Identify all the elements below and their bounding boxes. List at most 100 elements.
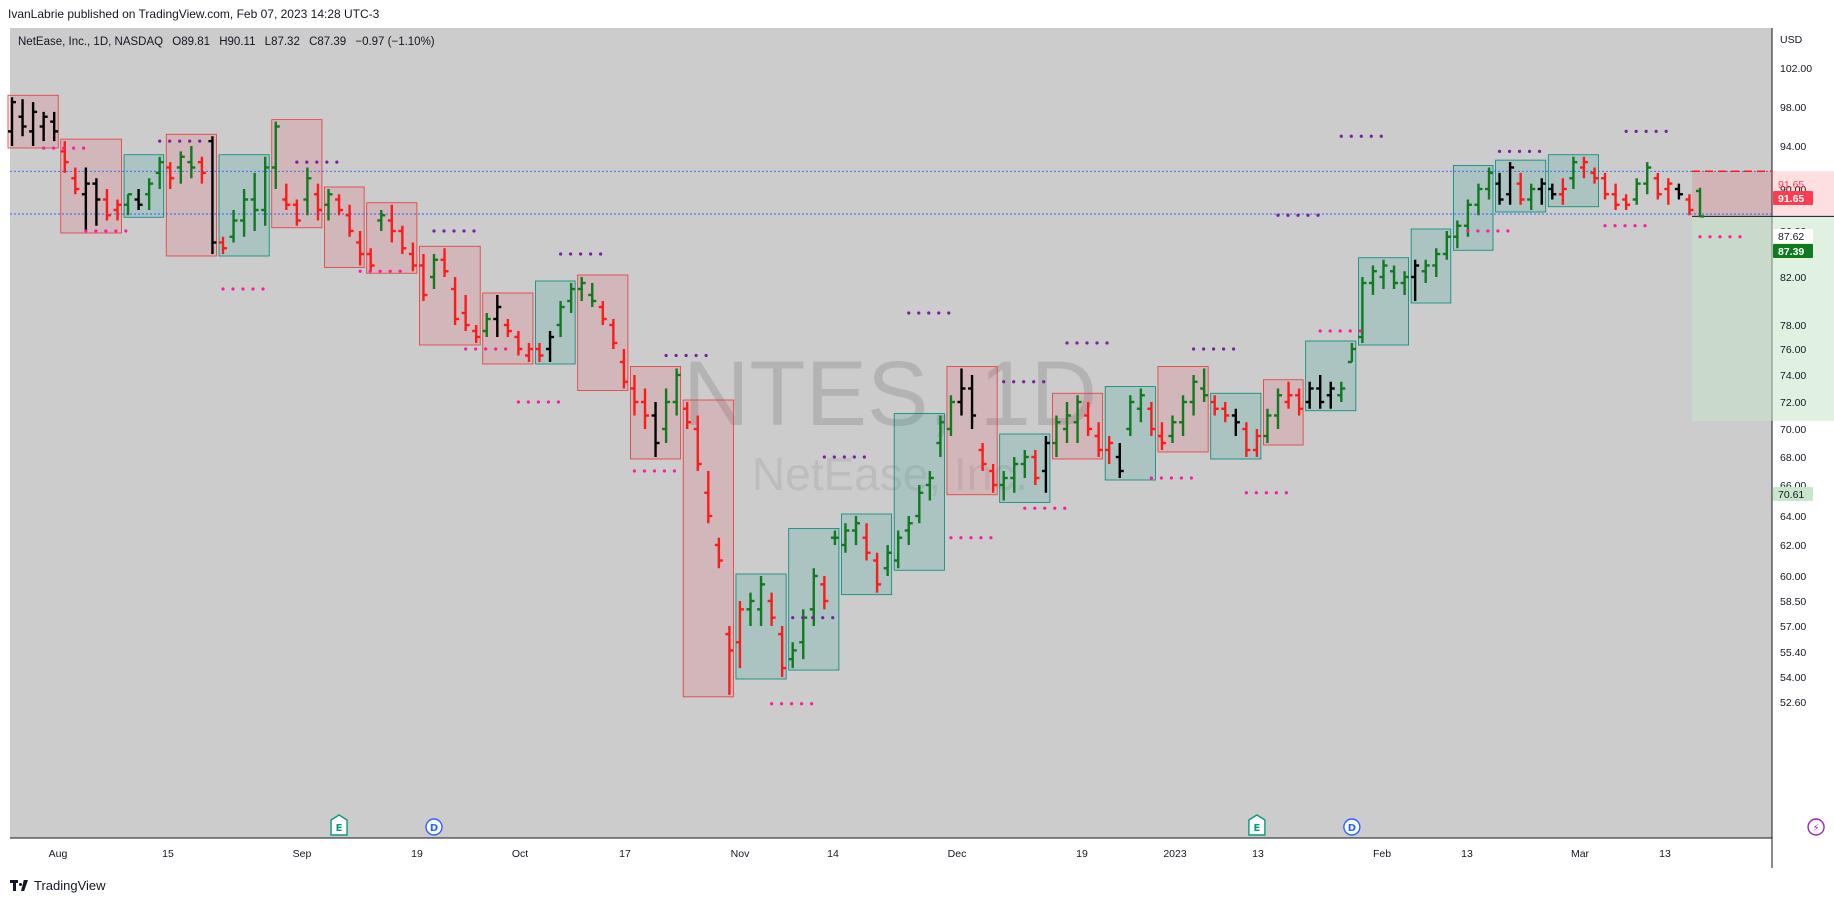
- signal-dot-row: [770, 702, 814, 706]
- ohlc-bar: [1263, 408, 1272, 443]
- tradingview-logo[interactable]: TradingView: [10, 878, 106, 893]
- signal-dot-row: [42, 146, 86, 150]
- signal-dot: [684, 353, 688, 358]
- signal-dot: [295, 160, 299, 164]
- signal-dot: [1284, 491, 1288, 495]
- earnings-marker[interactable]: E: [330, 814, 348, 836]
- ohlc-bars: [8, 97, 1704, 695]
- ohlc-bar: [387, 204, 396, 243]
- price-chart[interactable]: NTES, 1D NetEase, Inc. NetEase, Inc., 1D…: [0, 28, 1834, 868]
- signal-dot: [536, 400, 541, 404]
- dividend-marker[interactable]: D: [1343, 818, 1361, 836]
- ohlc-bar: [313, 183, 322, 221]
- signal-dot: [261, 287, 265, 291]
- signal-dot: [1212, 347, 1216, 351]
- signal-dot: [672, 469, 677, 473]
- time-tick-label: 15: [162, 848, 174, 860]
- ohlc-bar: [1622, 194, 1631, 210]
- signal-dot: [72, 146, 76, 150]
- price-tick-label: 70.00: [1780, 424, 1806, 436]
- ohlc-bar: [598, 301, 607, 325]
- signal-dot: [1254, 491, 1258, 495]
- ohlc-low: L87.32: [265, 36, 300, 48]
- signal-dot: [472, 229, 476, 233]
- dividend-marker[interactable]: D: [425, 818, 443, 836]
- price-tick-label: 64.00: [1780, 511, 1806, 523]
- time-tick-label: 19: [411, 848, 423, 860]
- ohlc-bar: [1548, 183, 1557, 200]
- signal-dot-row: [1276, 213, 1320, 217]
- signal-dot: [927, 311, 931, 315]
- signal-dot: [432, 229, 436, 233]
- ohlc-bar: [240, 189, 249, 237]
- time-tick-label: 13: [1659, 848, 1671, 860]
- signal-dot: [652, 469, 657, 473]
- signal-dot: [1232, 347, 1236, 351]
- symbol-legend[interactable]: NetEase, Inc., 1D, NASDAQ O89.81 H90.11 …: [18, 36, 435, 48]
- time-tick-label: 17: [619, 848, 631, 860]
- ohlc-bar: [419, 254, 428, 301]
- ohlc-bar: [1094, 422, 1103, 457]
- split-marker[interactable]: ⚡: [1807, 818, 1825, 836]
- signal-dot: [1624, 129, 1628, 133]
- ohlc-bar: [725, 626, 734, 695]
- ohlc-bar: [936, 415, 945, 457]
- signal-dot: [1192, 347, 1196, 351]
- ohlc-bar: [292, 199, 301, 226]
- ohlc-bar: [704, 471, 713, 524]
- svg-text:NetEase, Inc., 1D, NASDAQ: NetEase, Inc., 1D, NASDAQ O89.81 H90.11 …: [18, 36, 435, 48]
- ohlc-bar: [683, 402, 692, 429]
- ohlc-bar: [408, 242, 417, 272]
- signal-dot: [1339, 134, 1343, 138]
- ohlc-bar: [630, 375, 639, 416]
- signal-dot: [569, 252, 573, 256]
- marker-letter: D: [1348, 823, 1356, 834]
- ohlc-bar: [1052, 415, 1061, 457]
- ohlc-change: −0.97 (−1.10%): [355, 36, 434, 48]
- publisher-line: IvanLabrie published on TradingView.com,…: [8, 7, 380, 21]
- signal-dot: [780, 702, 784, 706]
- ohlc-bar: [1601, 172, 1610, 200]
- signal-dot: [1316, 213, 1320, 217]
- signal-dot: [124, 229, 128, 233]
- signal-dot: [1359, 134, 1363, 138]
- price-tick-label: 98.00: [1780, 102, 1806, 114]
- ohlc-bar: [208, 136, 217, 254]
- ohlc-bar: [873, 552, 882, 593]
- signal-dot: [791, 616, 795, 620]
- ohlc-bar: [1252, 429, 1261, 457]
- signal-dot-row: [1603, 224, 1647, 228]
- ohlc-bar: [546, 331, 555, 362]
- price-label-text: 87.39: [1778, 246, 1804, 258]
- ohlc-bar: [1305, 381, 1314, 409]
- earnings-marker[interactable]: E: [1248, 814, 1266, 836]
- signal-dot: [949, 536, 953, 540]
- signal-dot: [188, 139, 192, 143]
- ohlc-bar: [1073, 395, 1082, 443]
- signal-dot: [82, 146, 86, 150]
- signal-dot-row: [822, 455, 866, 459]
- ohlc-bar: [978, 443, 987, 471]
- signal-dot: [1633, 224, 1637, 228]
- ohlc-bar: [989, 464, 998, 493]
- signal-dot: [1348, 329, 1352, 333]
- ohlc-bar: [1358, 277, 1367, 343]
- signal-dot: [315, 160, 319, 164]
- signal-dot: [251, 287, 255, 291]
- ohlc-bar: [1579, 156, 1588, 179]
- price-tick-label: 57.00: [1780, 621, 1806, 633]
- pattern-box: [419, 245, 481, 346]
- time-tick-label: Dec: [948, 848, 967, 860]
- signal-dot-row: [295, 160, 339, 164]
- ohlc-close: C87.39: [309, 36, 346, 48]
- ohlc-bar: [514, 331, 523, 356]
- ohlc-bar: [1368, 265, 1377, 295]
- ohlc-bar: [894, 530, 903, 569]
- ohlc-bar: [830, 530, 839, 545]
- signal-dot: [1613, 224, 1617, 228]
- ohlc-bar: [567, 283, 576, 313]
- price-tick-label: 72.00: [1780, 397, 1806, 409]
- ohlc-bar: [81, 167, 90, 231]
- tradingview-icon: [10, 880, 28, 891]
